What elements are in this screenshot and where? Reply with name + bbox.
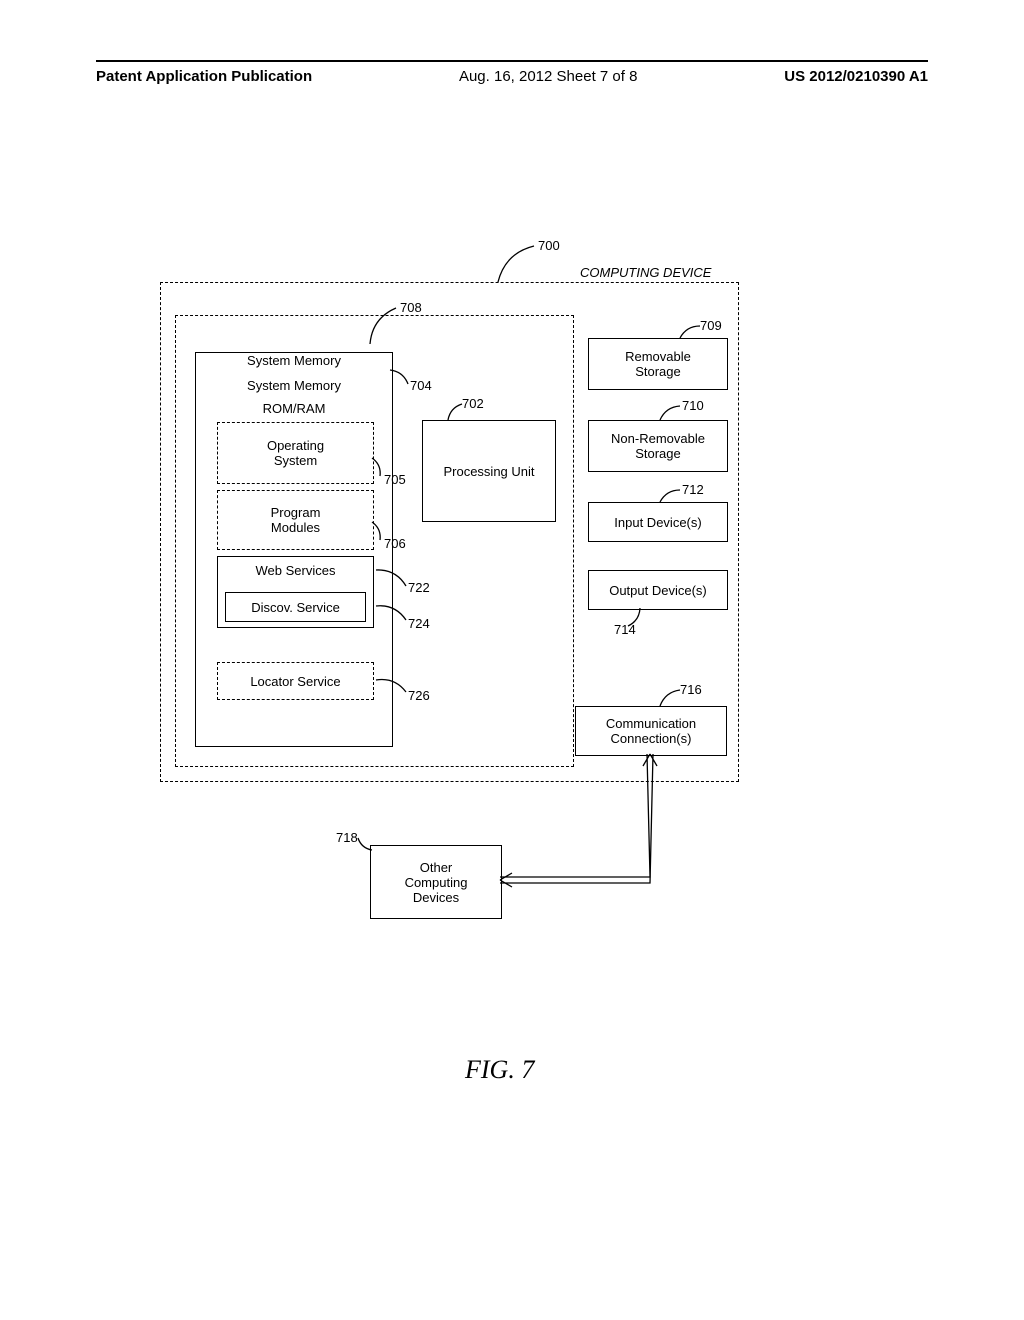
svg-overlay: [0, 0, 1024, 1320]
